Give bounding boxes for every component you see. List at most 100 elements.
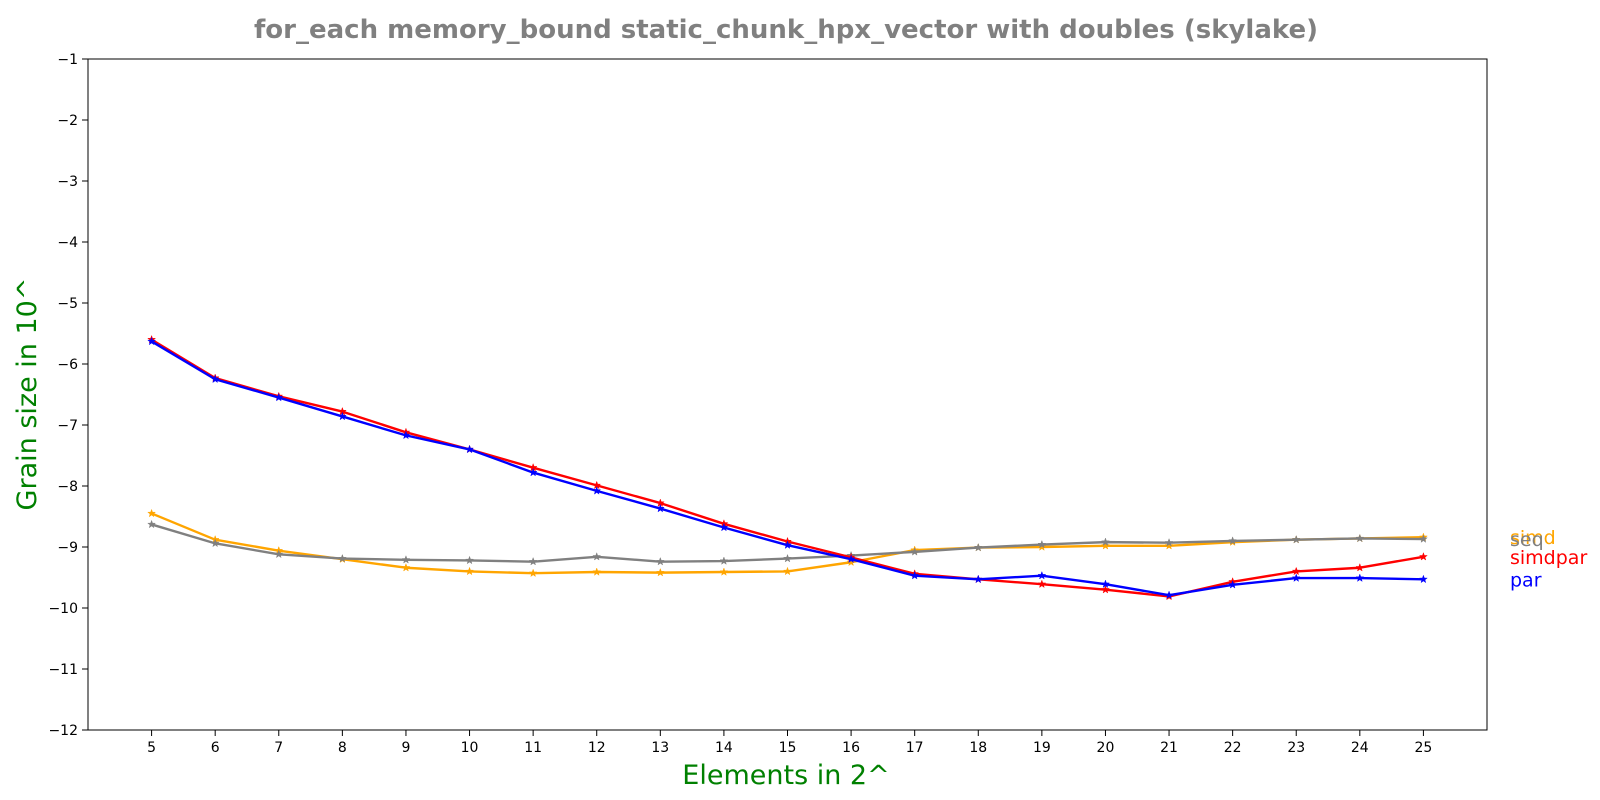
legend-label-simd: simd <box>1510 527 1556 549</box>
data-point-seq <box>655 556 665 566</box>
chart-title: for_each memory_bound static_chunk_hpx_v… <box>254 15 1318 45</box>
y-tick-label: −2 <box>57 113 78 129</box>
data-point-simd <box>592 567 602 576</box>
data-point-simd <box>655 567 665 577</box>
x-tick-label: 22 <box>1224 740 1242 756</box>
data-point-seq <box>1100 537 1110 546</box>
data-point-seq <box>1228 536 1238 545</box>
y-tick-label: −10 <box>48 601 78 617</box>
x-tick-label: 17 <box>906 740 924 756</box>
data-point-par <box>1418 574 1428 584</box>
series-seq <box>147 519 1428 566</box>
x-tick-label: 24 <box>1351 740 1369 756</box>
data-point-par <box>910 570 920 580</box>
data-point-seq <box>1164 537 1174 547</box>
x-tick-label: 15 <box>779 740 797 756</box>
data-point-par <box>465 444 475 454</box>
data-point-seq <box>528 556 538 566</box>
data-point-seq <box>337 553 347 563</box>
data-point-par <box>401 430 411 440</box>
y-tick-label: −4 <box>57 235 78 251</box>
data-point-par <box>1228 580 1238 589</box>
data-point-seq <box>1355 533 1365 543</box>
y-tick-label: −11 <box>48 662 78 678</box>
data-point-seq <box>147 519 157 529</box>
data-point-simd <box>782 566 793 576</box>
data-point-simd <box>528 568 538 578</box>
y-tick-label: −7 <box>57 418 78 434</box>
data-point-par <box>846 554 856 564</box>
y-axis-ticks: −12 −11 −10 −9 −8 −7 −6 −5 −4 −3 −2 −1 <box>48 52 88 739</box>
x-tick-label: 10 <box>461 740 479 756</box>
data-point-simdpar <box>1100 584 1110 594</box>
legend-label-par: par <box>1510 569 1542 591</box>
data-point-par <box>147 336 157 346</box>
x-tick-label: 23 <box>1287 740 1305 756</box>
x-tick-label: 5 <box>147 740 156 756</box>
y-tick-label: −5 <box>57 296 78 312</box>
y-tick-label: −9 <box>57 540 78 556</box>
y-axis-label: Grain size in 10^ <box>12 278 43 511</box>
x-tick-label: 21 <box>1160 740 1178 756</box>
data-point-par <box>1355 573 1365 582</box>
y-tick-label: −8 <box>57 479 78 495</box>
data-point-par <box>592 486 602 495</box>
data-point-seq <box>973 542 983 552</box>
data-point-par <box>1164 590 1174 600</box>
x-tick-label: 18 <box>969 740 987 756</box>
y-tick-label: −6 <box>57 357 78 373</box>
x-tick-label: 13 <box>651 740 669 756</box>
x-tick-label: 7 <box>274 740 283 756</box>
data-point-simd <box>147 508 157 518</box>
x-axis-label: Elements in 2^ <box>682 760 889 791</box>
series-layer <box>147 334 1428 601</box>
x-tick-label: 9 <box>401 740 410 756</box>
data-point-simd <box>719 567 729 576</box>
x-tick-label: 16 <box>842 740 860 756</box>
data-point-simdpar <box>1418 551 1428 561</box>
data-point-par <box>1291 573 1301 582</box>
x-tick-label: 25 <box>1414 740 1432 756</box>
y-tick-label: −12 <box>48 723 78 739</box>
data-point-simd <box>465 566 475 576</box>
x-tick-label: 19 <box>1033 740 1051 756</box>
data-point-seq <box>719 556 729 565</box>
data-point-par <box>274 392 284 402</box>
data-point-seq <box>401 555 411 564</box>
data-point-simd <box>1100 541 1110 550</box>
data-point-simdpar <box>1037 579 1047 589</box>
x-tick-label: 11 <box>524 740 542 756</box>
x-axis-ticks: 5 6 7 8 9 10 11 12 13 14 15 16 17 18 19 20 21 22 23 24 25 <box>147 730 1432 756</box>
data-point-seq <box>1291 534 1301 544</box>
data-point-simd <box>1164 541 1174 550</box>
data-point-simdpar <box>1291 566 1301 576</box>
legend-label-seq: seq <box>1510 529 1544 551</box>
data-point-par <box>528 467 538 477</box>
data-point-par <box>210 374 220 384</box>
data-point-simd <box>401 562 411 572</box>
x-tick-label: 14 <box>715 740 733 756</box>
data-point-seq <box>465 555 475 565</box>
data-point-par <box>1037 570 1047 580</box>
plot-area-frame <box>87 58 1488 731</box>
x-tick-label: 6 <box>211 740 220 756</box>
data-point-par <box>973 574 983 584</box>
data-point-seq <box>910 547 920 556</box>
data-point-seq <box>1418 534 1428 543</box>
y-tick-label: −3 <box>57 174 78 190</box>
data-point-par <box>337 411 347 421</box>
data-point-seq <box>592 551 602 561</box>
data-point-seq <box>210 538 220 548</box>
x-tick-label: 8 <box>338 740 347 756</box>
data-point-par <box>1100 579 1110 589</box>
y-tick-label: −1 <box>57 52 78 68</box>
data-point-seq <box>782 553 793 563</box>
data-point-par <box>719 522 729 532</box>
data-point-par <box>782 540 793 550</box>
series-par <box>147 336 1428 600</box>
data-point-seq <box>274 549 284 559</box>
x-tick-label: 20 <box>1097 740 1115 756</box>
data-point-seq <box>1037 539 1047 549</box>
